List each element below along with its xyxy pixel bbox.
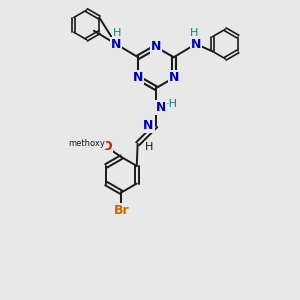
Text: O: O: [101, 140, 112, 153]
Text: H: H: [145, 142, 153, 152]
Text: H: H: [113, 28, 122, 38]
Text: N: N: [151, 40, 161, 53]
Text: N: N: [143, 119, 154, 132]
Text: Br: Br: [114, 205, 129, 218]
Text: methoxy: methoxy: [68, 139, 105, 148]
Text: N: N: [190, 38, 201, 50]
Text: N: N: [111, 38, 121, 50]
Text: H: H: [190, 28, 199, 38]
Text: ·H: ·H: [166, 99, 178, 109]
Text: N: N: [133, 71, 143, 84]
Text: N: N: [156, 101, 166, 114]
Text: N: N: [169, 71, 179, 84]
